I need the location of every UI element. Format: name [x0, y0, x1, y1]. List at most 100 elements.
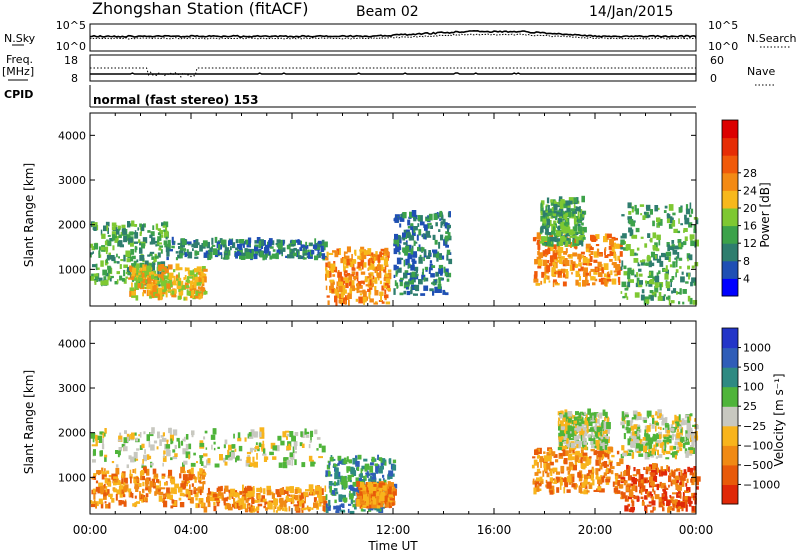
heatmap-cell [225, 455, 230, 460]
heatmap-cell [369, 465, 374, 473]
heatmap-cell [348, 275, 353, 281]
heatmap-cell [633, 414, 637, 419]
heatmap-cell [138, 434, 141, 437]
heatmap-cell [634, 292, 640, 298]
heatmap-cell [562, 211, 566, 215]
heatmap-cell [624, 287, 629, 291]
heatmap-cell [563, 458, 568, 465]
heatmap-cell [434, 286, 439, 293]
heatmap-cell [368, 258, 373, 263]
heatmap-cell [362, 296, 367, 303]
heatmap-cell [564, 480, 568, 488]
heatmap-cell [100, 260, 104, 267]
heatmap-cell [435, 251, 440, 259]
heatmap-cell [543, 259, 547, 266]
heatmap-cell [157, 281, 161, 285]
heatmap-cell [536, 455, 540, 459]
colorbar-swatch [722, 367, 738, 388]
heatmap-cell [150, 272, 155, 275]
heatmap-cell [654, 282, 659, 288]
heatmap-cell [102, 269, 107, 276]
heatmap-cell [635, 485, 638, 493]
heatmap-cell [686, 478, 689, 483]
heatmap-cell [613, 242, 616, 247]
heatmap-cell [286, 445, 292, 451]
heatmap-cell [111, 222, 117, 227]
heatmap-cell [157, 232, 161, 236]
heatmap-cell [546, 452, 551, 458]
heatmap-cell [233, 433, 235, 439]
heatmap-cell [440, 272, 443, 276]
heatmap-cell [670, 496, 675, 499]
heatmap-cell [162, 462, 164, 467]
heatmap-cell [404, 251, 408, 256]
heatmap-cell [245, 239, 249, 245]
heatmap-cell [682, 497, 685, 503]
heatmap-cell [677, 239, 682, 243]
heatmap-cell [654, 451, 656, 456]
heatmap-cell [656, 443, 659, 447]
heatmap-cell [643, 263, 647, 266]
heatmap-cell [540, 215, 545, 222]
heatmap-cell [578, 240, 583, 245]
heatmap-cell [341, 476, 346, 481]
heatmap-cell [214, 463, 220, 468]
heatmap-cell [308, 444, 311, 449]
heatmap-cell [226, 255, 229, 260]
heatmap-cell [161, 272, 166, 275]
heatmap-cell [674, 420, 677, 424]
heatmap-cell [562, 449, 566, 457]
heatmap-cell [613, 487, 619, 493]
heatmap-cell [556, 212, 560, 215]
heatmap-cell [532, 237, 537, 242]
heatmap-cell [112, 245, 115, 251]
heatmap-cell [319, 251, 322, 256]
heatmap-cell [194, 268, 198, 273]
heatmap-cell [541, 480, 544, 484]
heatmap-cell [558, 424, 561, 431]
velocity-ylabel: Slant Range [km] [22, 370, 36, 474]
heatmap-cell [575, 416, 580, 419]
heatmap-cell [583, 271, 588, 277]
heatmap-cell [183, 296, 188, 301]
heatmap-cell [237, 437, 242, 442]
heatmap-cell [423, 276, 426, 282]
heatmap-cell [372, 280, 376, 283]
heatmap-cell [597, 272, 603, 277]
heatmap-cell [372, 474, 376, 479]
heatmap-cell [183, 460, 188, 465]
heatmap-cell [97, 470, 100, 476]
heatmap-cell [658, 292, 662, 299]
heatmap-cell [542, 210, 546, 218]
heatmap-cell [600, 442, 604, 447]
heatmap-cell [633, 424, 638, 430]
heatmap-cell [360, 491, 363, 498]
heatmap-cell [115, 494, 118, 501]
heatmap-cell [109, 278, 112, 282]
heatmap-cell [685, 450, 689, 458]
heatmap-cell [147, 230, 151, 233]
heatmap-cell [283, 457, 289, 461]
heatmap-cell [191, 292, 194, 299]
heatmap-cell [130, 456, 135, 463]
heatmap-cell [134, 483, 139, 490]
heatmap-cell [203, 453, 208, 457]
heatmap-cell [212, 248, 218, 255]
colorbar-swatch [722, 464, 738, 485]
heatmap-cell [674, 505, 679, 508]
heatmap-cell [616, 270, 621, 276]
heatmap-cell [111, 461, 115, 464]
heatmap-cell [411, 258, 416, 263]
heatmap-cell [224, 461, 228, 466]
heatmap-cell [351, 254, 353, 261]
heatmap-cell [663, 496, 668, 501]
heatmap-cell [583, 489, 589, 495]
heatmap-cell [269, 255, 273, 260]
heatmap-cell [569, 438, 574, 441]
freq-unit-label: [MHz] [2, 65, 34, 78]
heatmap-cell [687, 295, 691, 302]
heatmap-cell [123, 437, 129, 444]
heatmap-cell [235, 239, 239, 244]
heatmap-cell [671, 244, 675, 247]
colorbar-swatch [722, 484, 738, 505]
